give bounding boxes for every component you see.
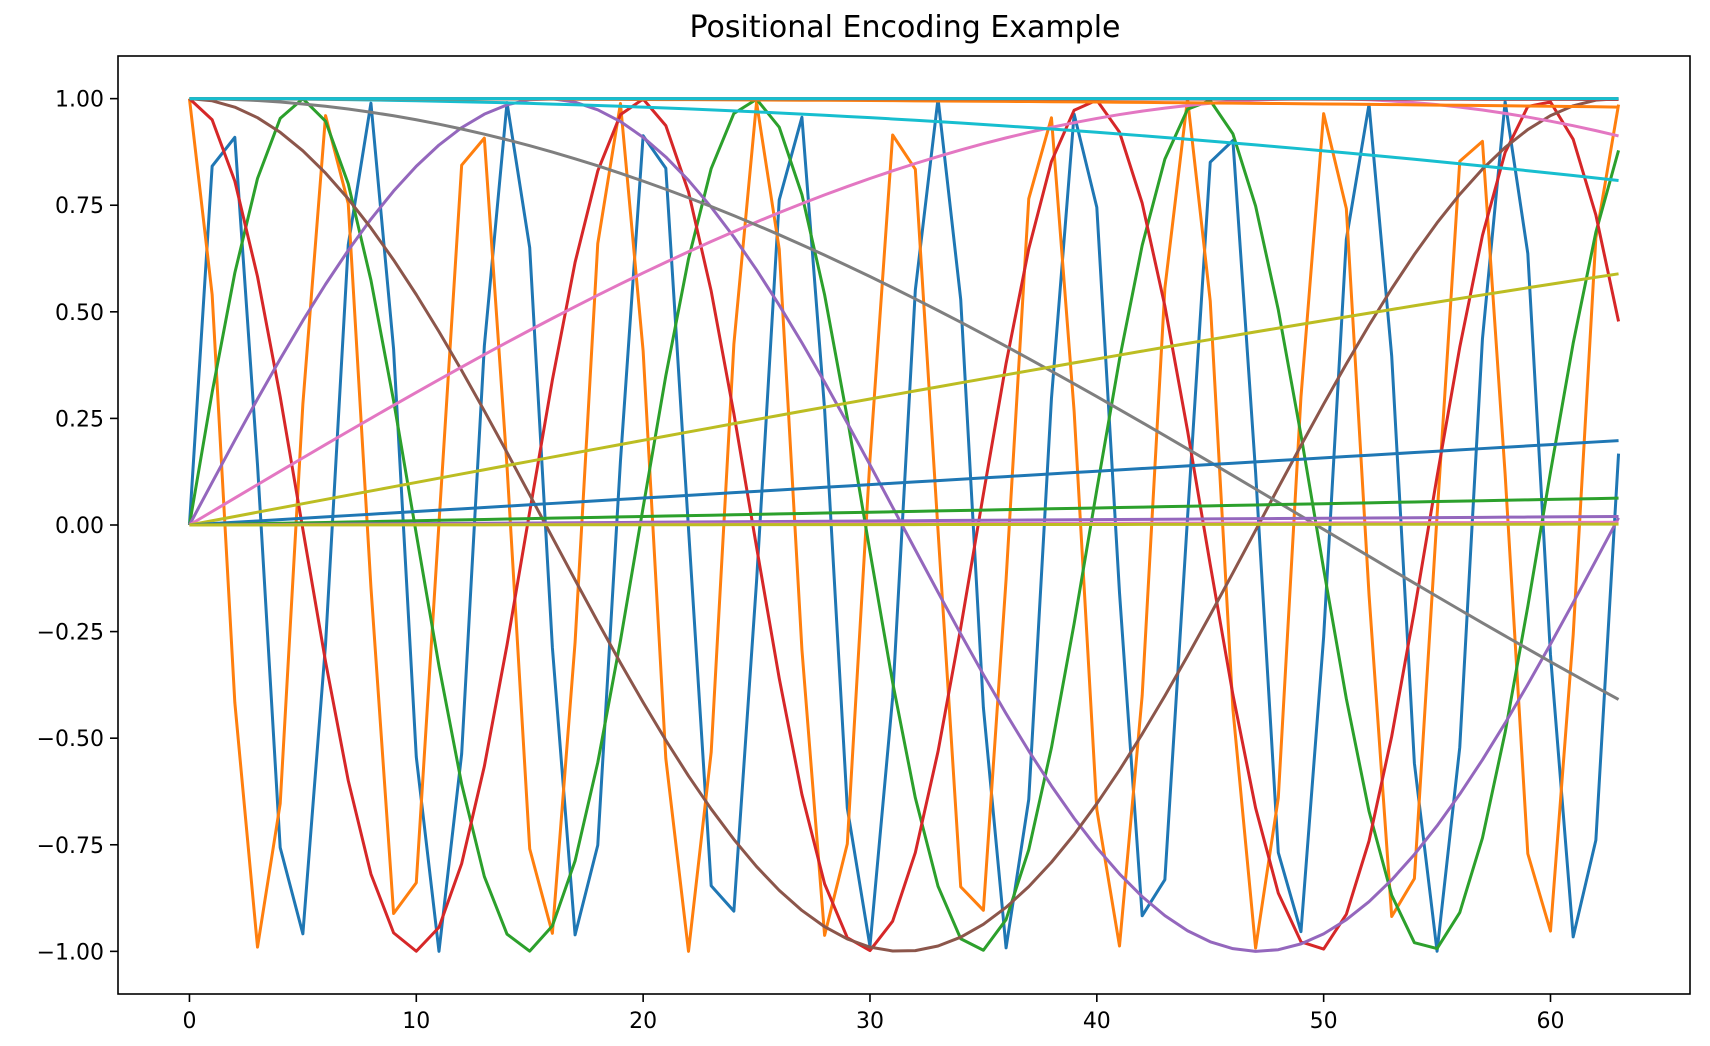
series-line-2 — [187, 97, 1620, 953]
series-line-12 — [189, 496, 1619, 527]
y-tick-label: 1.00 — [55, 88, 104, 113]
y-axis: −1.00 −0.75 −0.50 −0.25 0.00 0.25 0.50 0.75 1.00 — [37, 88, 118, 965]
series-line-18 — [189, 522, 1619, 527]
x-tick-label: 60 — [1536, 1009, 1564, 1034]
series-line-8 — [189, 272, 1619, 527]
y-tick-label: −0.50 — [37, 727, 104, 752]
x-tick-label: 0 — [182, 1009, 196, 1034]
series-line-9 — [189, 97, 1619, 182]
x-tick-label: 30 — [856, 1009, 884, 1034]
x-tick-label: 40 — [1083, 1009, 1111, 1034]
series-line-7 — [189, 97, 1620, 701]
plot-area — [187, 97, 1621, 953]
x-tick-label: 10 — [402, 1009, 430, 1034]
series-line-10 — [189, 439, 1619, 527]
y-tick-label: 0.50 — [55, 301, 104, 326]
y-tick-label: −1.00 — [37, 940, 104, 965]
x-axis: 0 10 20 30 40 50 60 — [182, 994, 1564, 1034]
y-tick-label: 0.00 — [55, 514, 104, 539]
series-line-3 — [188, 97, 1621, 953]
x-tick-label: 20 — [629, 1009, 657, 1034]
series-line-0 — [187, 97, 1621, 953]
series-line-1 — [187, 97, 1621, 953]
chart-title: Positional Encoding Example — [689, 10, 1120, 45]
y-tick-label: −0.25 — [37, 621, 104, 646]
series-line-4 — [188, 97, 1620, 953]
y-tick-label: 0.25 — [55, 407, 104, 432]
y-tick-label: 0.75 — [55, 194, 104, 219]
series-line-5 — [189, 97, 1619, 953]
y-tick-label: −0.75 — [37, 834, 104, 859]
x-tick-label: 50 — [1310, 1009, 1338, 1034]
